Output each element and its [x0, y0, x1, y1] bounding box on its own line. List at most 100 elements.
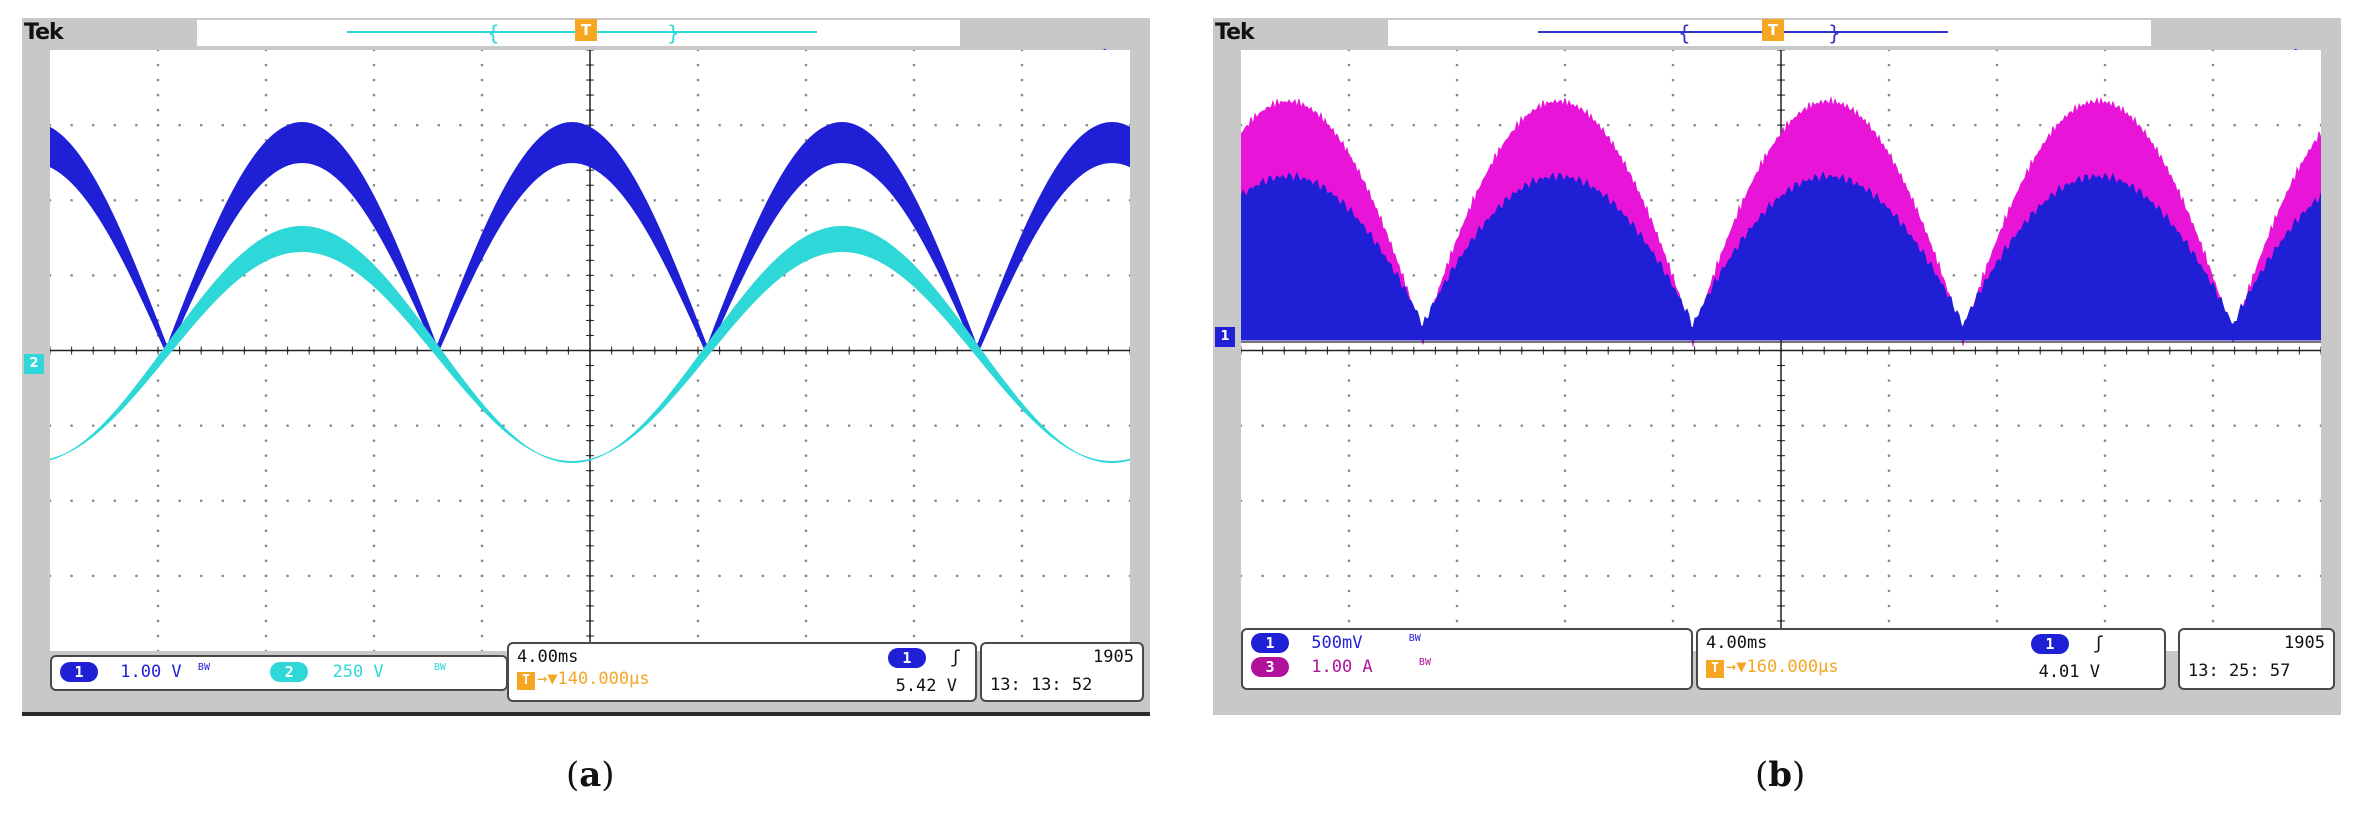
grid-dot [1063, 198, 1067, 202]
grid-dot [912, 138, 916, 142]
grid-dot [1107, 499, 1110, 503]
grid-dot [372, 619, 376, 623]
grid-dot [2254, 499, 2258, 503]
grid-dot [1455, 213, 1459, 217]
grid-dot [264, 364, 268, 367]
grid-dot [977, 499, 981, 503]
grid-dot [351, 499, 354, 503]
grid-dot [2298, 424, 2301, 427]
grid-dot [1347, 78, 1351, 82]
grid-dot [372, 544, 376, 548]
ground-marker-ch2[interactable]: 2 [24, 354, 44, 374]
grid-dot [372, 604, 376, 608]
grid-dot [351, 424, 354, 427]
grid-dot [1304, 424, 1308, 427]
grid-dot [847, 574, 851, 578]
grid-dot [891, 574, 894, 578]
grid-dot [631, 123, 635, 127]
grid-dot [1020, 529, 1024, 533]
grid-dot [761, 198, 765, 202]
grid-dot [1887, 50, 1891, 52]
grid-dot [1671, 394, 1675, 397]
grid-dot [178, 574, 181, 578]
grid-dot [1671, 138, 1675, 142]
grid-dot [329, 198, 333, 202]
grid-dot [610, 123, 613, 127]
grid-dot [1736, 574, 1740, 578]
grid-dot [718, 499, 721, 503]
trigger-source-badge[interactable]: 1 [2030, 634, 2069, 654]
grid-dot [2190, 123, 2193, 127]
grid-dot [1563, 529, 1567, 533]
grid-dot [1693, 499, 1696, 503]
grid-dot [1241, 123, 1243, 127]
grid-dot [1671, 168, 1675, 172]
grid-dot [221, 123, 225, 127]
grid-dot [1995, 108, 1999, 112]
grid-dot [523, 123, 527, 127]
grid-dot [1390, 424, 1394, 427]
grid-dot [545, 499, 549, 503]
trigger-position-icon[interactable]: T [575, 19, 597, 41]
record-count: 1905 [1093, 647, 1134, 667]
grid-dot [156, 153, 160, 157]
grid-dot [1282, 424, 1286, 427]
grid-dot [631, 274, 635, 277]
grid-dot [1520, 574, 1524, 578]
grid-dot [1390, 198, 1394, 202]
grid-dot [696, 198, 700, 202]
grid-dot [1434, 574, 1437, 578]
channel-1-badge[interactable]: 1 [60, 662, 98, 682]
grid-dot [1347, 529, 1351, 533]
grid-dot [156, 50, 160, 52]
grid-dot [1995, 454, 1999, 457]
grid-dot [2082, 574, 2085, 578]
grid-dot [1347, 589, 1351, 593]
trigger-icon: T [517, 672, 535, 690]
grid-dot [1455, 78, 1459, 82]
grid-dot [1671, 153, 1675, 157]
timebase-value: 4.00ms [517, 647, 579, 667]
grid-dot [1042, 574, 1045, 578]
grid-dot [912, 544, 916, 548]
grid-dot [912, 334, 916, 337]
channel-3-badge[interactable]: 3 [1251, 657, 1289, 677]
waveform-plot-a [50, 50, 1130, 651]
grid-dot [869, 424, 873, 427]
grid-dot [2211, 229, 2215, 232]
trigger-position-icon[interactable]: T [1762, 19, 1784, 41]
grid-dot [372, 78, 376, 82]
grid-dot [696, 78, 700, 82]
grid-dot [1650, 499, 1653, 503]
grid-dot [1866, 424, 1869, 427]
trigger-position: →▼140.000µs [537, 669, 650, 689]
grid-dot [523, 198, 527, 202]
grid-dot [1866, 574, 1869, 578]
grid-dot [1261, 574, 1264, 578]
grid-dot [264, 304, 268, 307]
grid-dot [1455, 183, 1459, 187]
grid-dot [1995, 619, 1999, 623]
grid-dot [307, 499, 311, 503]
grid-dot [1455, 529, 1459, 533]
grid-dot [1261, 499, 1264, 503]
grid-dot [2211, 499, 2215, 503]
grid-dot [1455, 544, 1459, 548]
grid-dot [2103, 439, 2107, 442]
grid-dot [610, 499, 613, 503]
grid-dot [826, 198, 829, 202]
grid-dot [480, 289, 484, 292]
grid-dot [1995, 364, 1999, 367]
channel-1-badge[interactable]: 1 [1251, 633, 1289, 653]
grid-dot [1282, 574, 1286, 578]
channel-2-badge[interactable]: 2 [270, 662, 309, 682]
grid-dot [480, 394, 484, 397]
bandwidth-limit-icon: BW [1418, 657, 1431, 669]
grid-dot [1887, 409, 1891, 412]
ground-marker-ch1[interactable]: 1 [1215, 327, 1235, 347]
grid-dot [480, 439, 484, 442]
grid-dot [264, 589, 268, 593]
grid-dot [545, 274, 549, 277]
trigger-source-badge[interactable]: 1 [887, 648, 926, 668]
grid-dot [1128, 424, 1130, 427]
